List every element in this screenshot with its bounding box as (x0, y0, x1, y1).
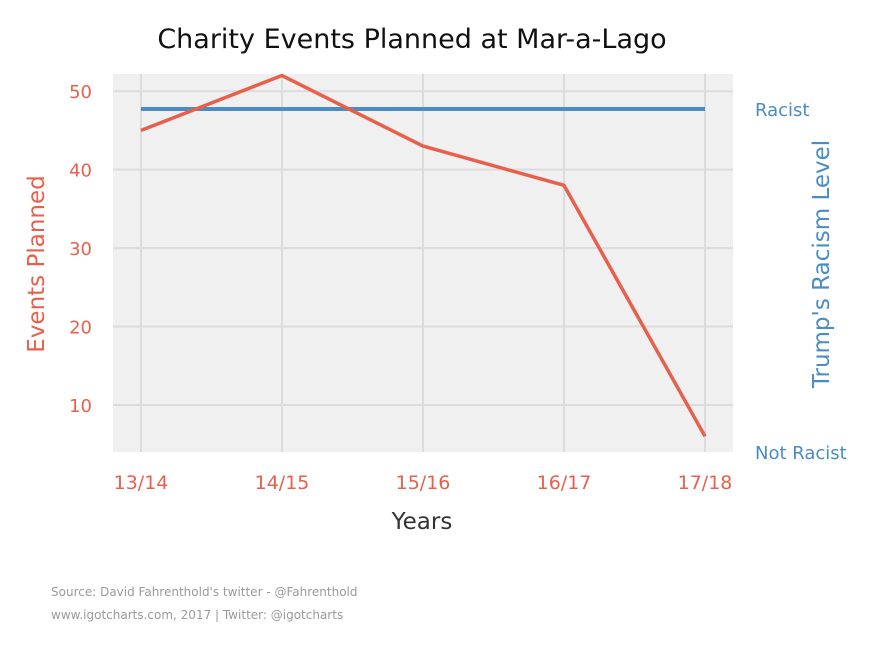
x-tick-label: 17/18 (678, 472, 733, 494)
y-tick-label: 30 (69, 239, 92, 260)
y-tick-label: 40 (69, 161, 92, 182)
x-tick-label: 13/14 (114, 472, 169, 494)
right-axis-ticks: Racist Not Racist (755, 100, 847, 464)
y-tick-label: 50 (69, 82, 92, 103)
vertical-gridlines (140, 74, 706, 452)
x-tick-label: 15/16 (396, 472, 451, 494)
chart-title: Charity Events Planned at Mar-a-Lago (157, 24, 666, 55)
x-tick-label: 14/15 (255, 472, 310, 494)
x-axis-ticks: 13/14 14/15 15/16 16/17 17/18 (114, 472, 733, 494)
right-tick-label: Racist (755, 100, 809, 121)
x-tick-label: 16/17 (537, 472, 592, 494)
credit-note: www.igotcharts.com, 2017 | Twitter: @igo… (51, 608, 343, 622)
series-layer (140, 73, 707, 438)
x-axis-label: Years (391, 509, 453, 535)
right-tick-label: Not Racist (755, 443, 847, 464)
y-axis-label-left: Events Planned (24, 175, 50, 352)
y-tick-label: 20 (69, 318, 92, 339)
series-line (140, 73, 707, 438)
y-tick-label: 10 (69, 396, 92, 417)
source-note: Source: David Fahrenthold's twitter - @F… (51, 585, 357, 599)
y-axis-label-right: Trump's Racism Level (809, 140, 835, 389)
left-axis-ticks: 10 20 30 40 50 (69, 82, 92, 417)
